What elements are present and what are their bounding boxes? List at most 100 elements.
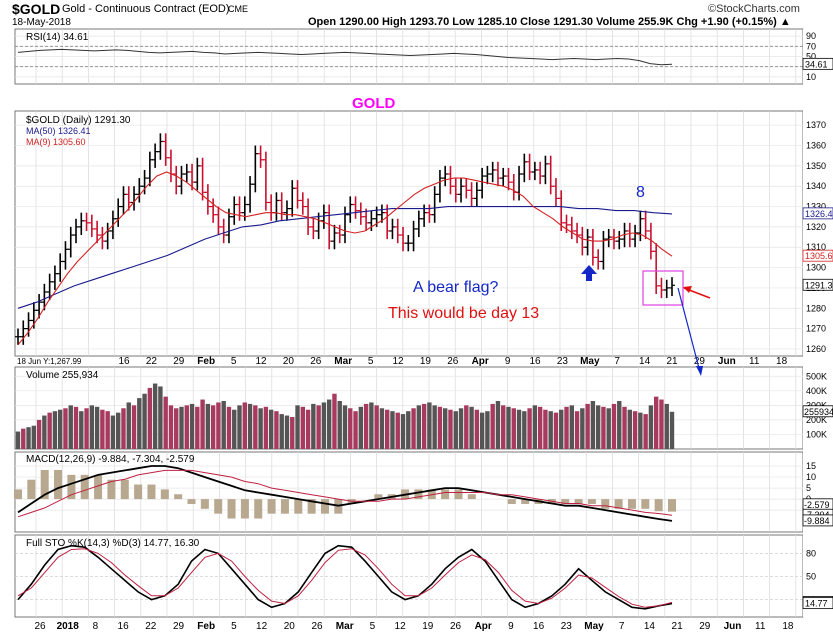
y-tick-label: 1350 <box>806 161 826 171</box>
volume-bar <box>627 409 633 449</box>
macd-histogram-bar <box>454 489 463 500</box>
y-tick-label: 15 <box>806 461 816 471</box>
volume-bar <box>427 402 432 449</box>
volume-bar <box>659 399 664 449</box>
macd-histogram-bar <box>120 479 129 500</box>
volume-bar <box>94 406 100 449</box>
macd-histogram-bar <box>94 474 103 500</box>
macd-histogram-bar <box>67 474 76 500</box>
y-tick-label: 90 <box>806 31 816 41</box>
volume-bar <box>511 408 516 449</box>
volume-bar <box>179 406 184 449</box>
volume-bar <box>516 409 522 449</box>
stoch-k-line <box>17 544 673 610</box>
y-tick-label: 50 <box>806 572 816 582</box>
volume-bar <box>89 405 95 449</box>
macd-histogram-bar <box>627 499 636 509</box>
y-tick-label: 1340 <box>806 181 826 191</box>
volume-bar <box>163 396 168 449</box>
x-tick-label: 2018 <box>57 621 80 632</box>
volume-bar <box>342 405 348 449</box>
volume-bar <box>453 411 458 449</box>
volume-bar <box>242 402 247 449</box>
volume-bar <box>416 405 422 449</box>
volume-bar <box>332 393 337 449</box>
ohlc-line: Open 1290.00 High 1293.70 Low 1285.10 Cl… <box>308 16 791 28</box>
volume-bar <box>617 401 622 449</box>
macd-histogram-bar <box>587 499 596 504</box>
bear-flag-annotation: A bear flag? <box>413 279 499 296</box>
volume-bar <box>316 405 321 449</box>
x-tick-label: 8 <box>93 621 99 632</box>
x-tick-label: 21 <box>672 621 684 632</box>
stoch-d-line <box>17 548 673 608</box>
date-label: 18-May-2018 <box>12 17 71 28</box>
macd-histogram-bar <box>614 499 623 509</box>
x-tick-label: Apr <box>472 356 489 367</box>
x-tick-label: 9 <box>505 356 511 367</box>
volume-bar <box>232 409 237 449</box>
x-tick-label: 12 <box>255 356 267 367</box>
volume-bar <box>110 415 116 449</box>
macd-histogram-bar <box>668 499 676 512</box>
volume-bar <box>580 408 585 449</box>
volume-bar <box>653 396 659 449</box>
x-tick-label: 12 <box>256 621 268 632</box>
volume-bar <box>116 412 121 449</box>
y-tick-label: 1280 <box>806 303 826 313</box>
macd-histogram-bar <box>267 499 276 514</box>
volume-bar <box>595 405 601 449</box>
x-tick-label: Jun <box>724 621 742 632</box>
volume-bar <box>569 405 574 449</box>
volume-bar <box>622 406 627 449</box>
volume-bar <box>553 412 559 449</box>
volume-bar <box>79 411 84 449</box>
volume-bar <box>448 409 453 449</box>
volume-bar <box>274 411 279 449</box>
y-tick-label: 1270 <box>806 324 826 334</box>
volume-bar <box>390 411 395 449</box>
volume-bar <box>31 425 37 449</box>
macd-histogram-bar <box>214 499 223 514</box>
volume-bar <box>564 406 569 449</box>
volume-bar <box>606 408 611 449</box>
x-tick-label: 7 <box>614 356 620 367</box>
volume-bar <box>73 406 79 449</box>
macd-histogram-bar <box>160 489 169 500</box>
volume-bar <box>353 411 358 449</box>
volume-bar <box>63 408 68 449</box>
watermark: ©StockCharts.com <box>708 3 800 15</box>
volume-bar <box>395 412 400 449</box>
y-tick-label: 300K <box>806 400 827 410</box>
volume-bar <box>15 431 21 449</box>
x-tick-label: 7 <box>619 621 625 632</box>
highlight-box <box>642 270 684 306</box>
y-tick-label: 5 <box>806 483 811 493</box>
x-tick-label: Feb <box>197 356 215 367</box>
volume-bar <box>68 405 73 449</box>
corner-label: 18 Jun Y:1,267.99 <box>17 357 82 366</box>
last-value-label: 255934 <box>804 407 833 417</box>
volume-bar <box>105 411 110 449</box>
red-pointer-arrow-icon <box>683 286 711 299</box>
volume-bar <box>632 411 638 449</box>
volume-bar <box>485 411 490 449</box>
y-tick-label: 500K <box>806 371 827 381</box>
x-tick-label: 19 <box>420 356 432 367</box>
y-tick-label: 1310 <box>806 242 826 252</box>
volume-bar <box>100 409 105 449</box>
volume-bar <box>263 406 269 449</box>
x-tick-label: Apr <box>475 621 492 632</box>
volume-bar <box>469 406 474 449</box>
last-value-box <box>802 597 833 610</box>
header: $GOLD Gold - Continuous Contract (EOD) C… <box>0 0 833 28</box>
y-tick-label: 1370 <box>806 120 826 130</box>
volume-bar <box>411 408 416 449</box>
volume-bar <box>527 408 532 449</box>
macd-histogram-bar <box>467 494 476 500</box>
volume-bar <box>537 406 543 449</box>
volume-bar <box>501 405 506 449</box>
volume-bar <box>158 386 163 449</box>
volume-bar <box>131 405 137 449</box>
macd-histogram-bar <box>187 499 196 504</box>
